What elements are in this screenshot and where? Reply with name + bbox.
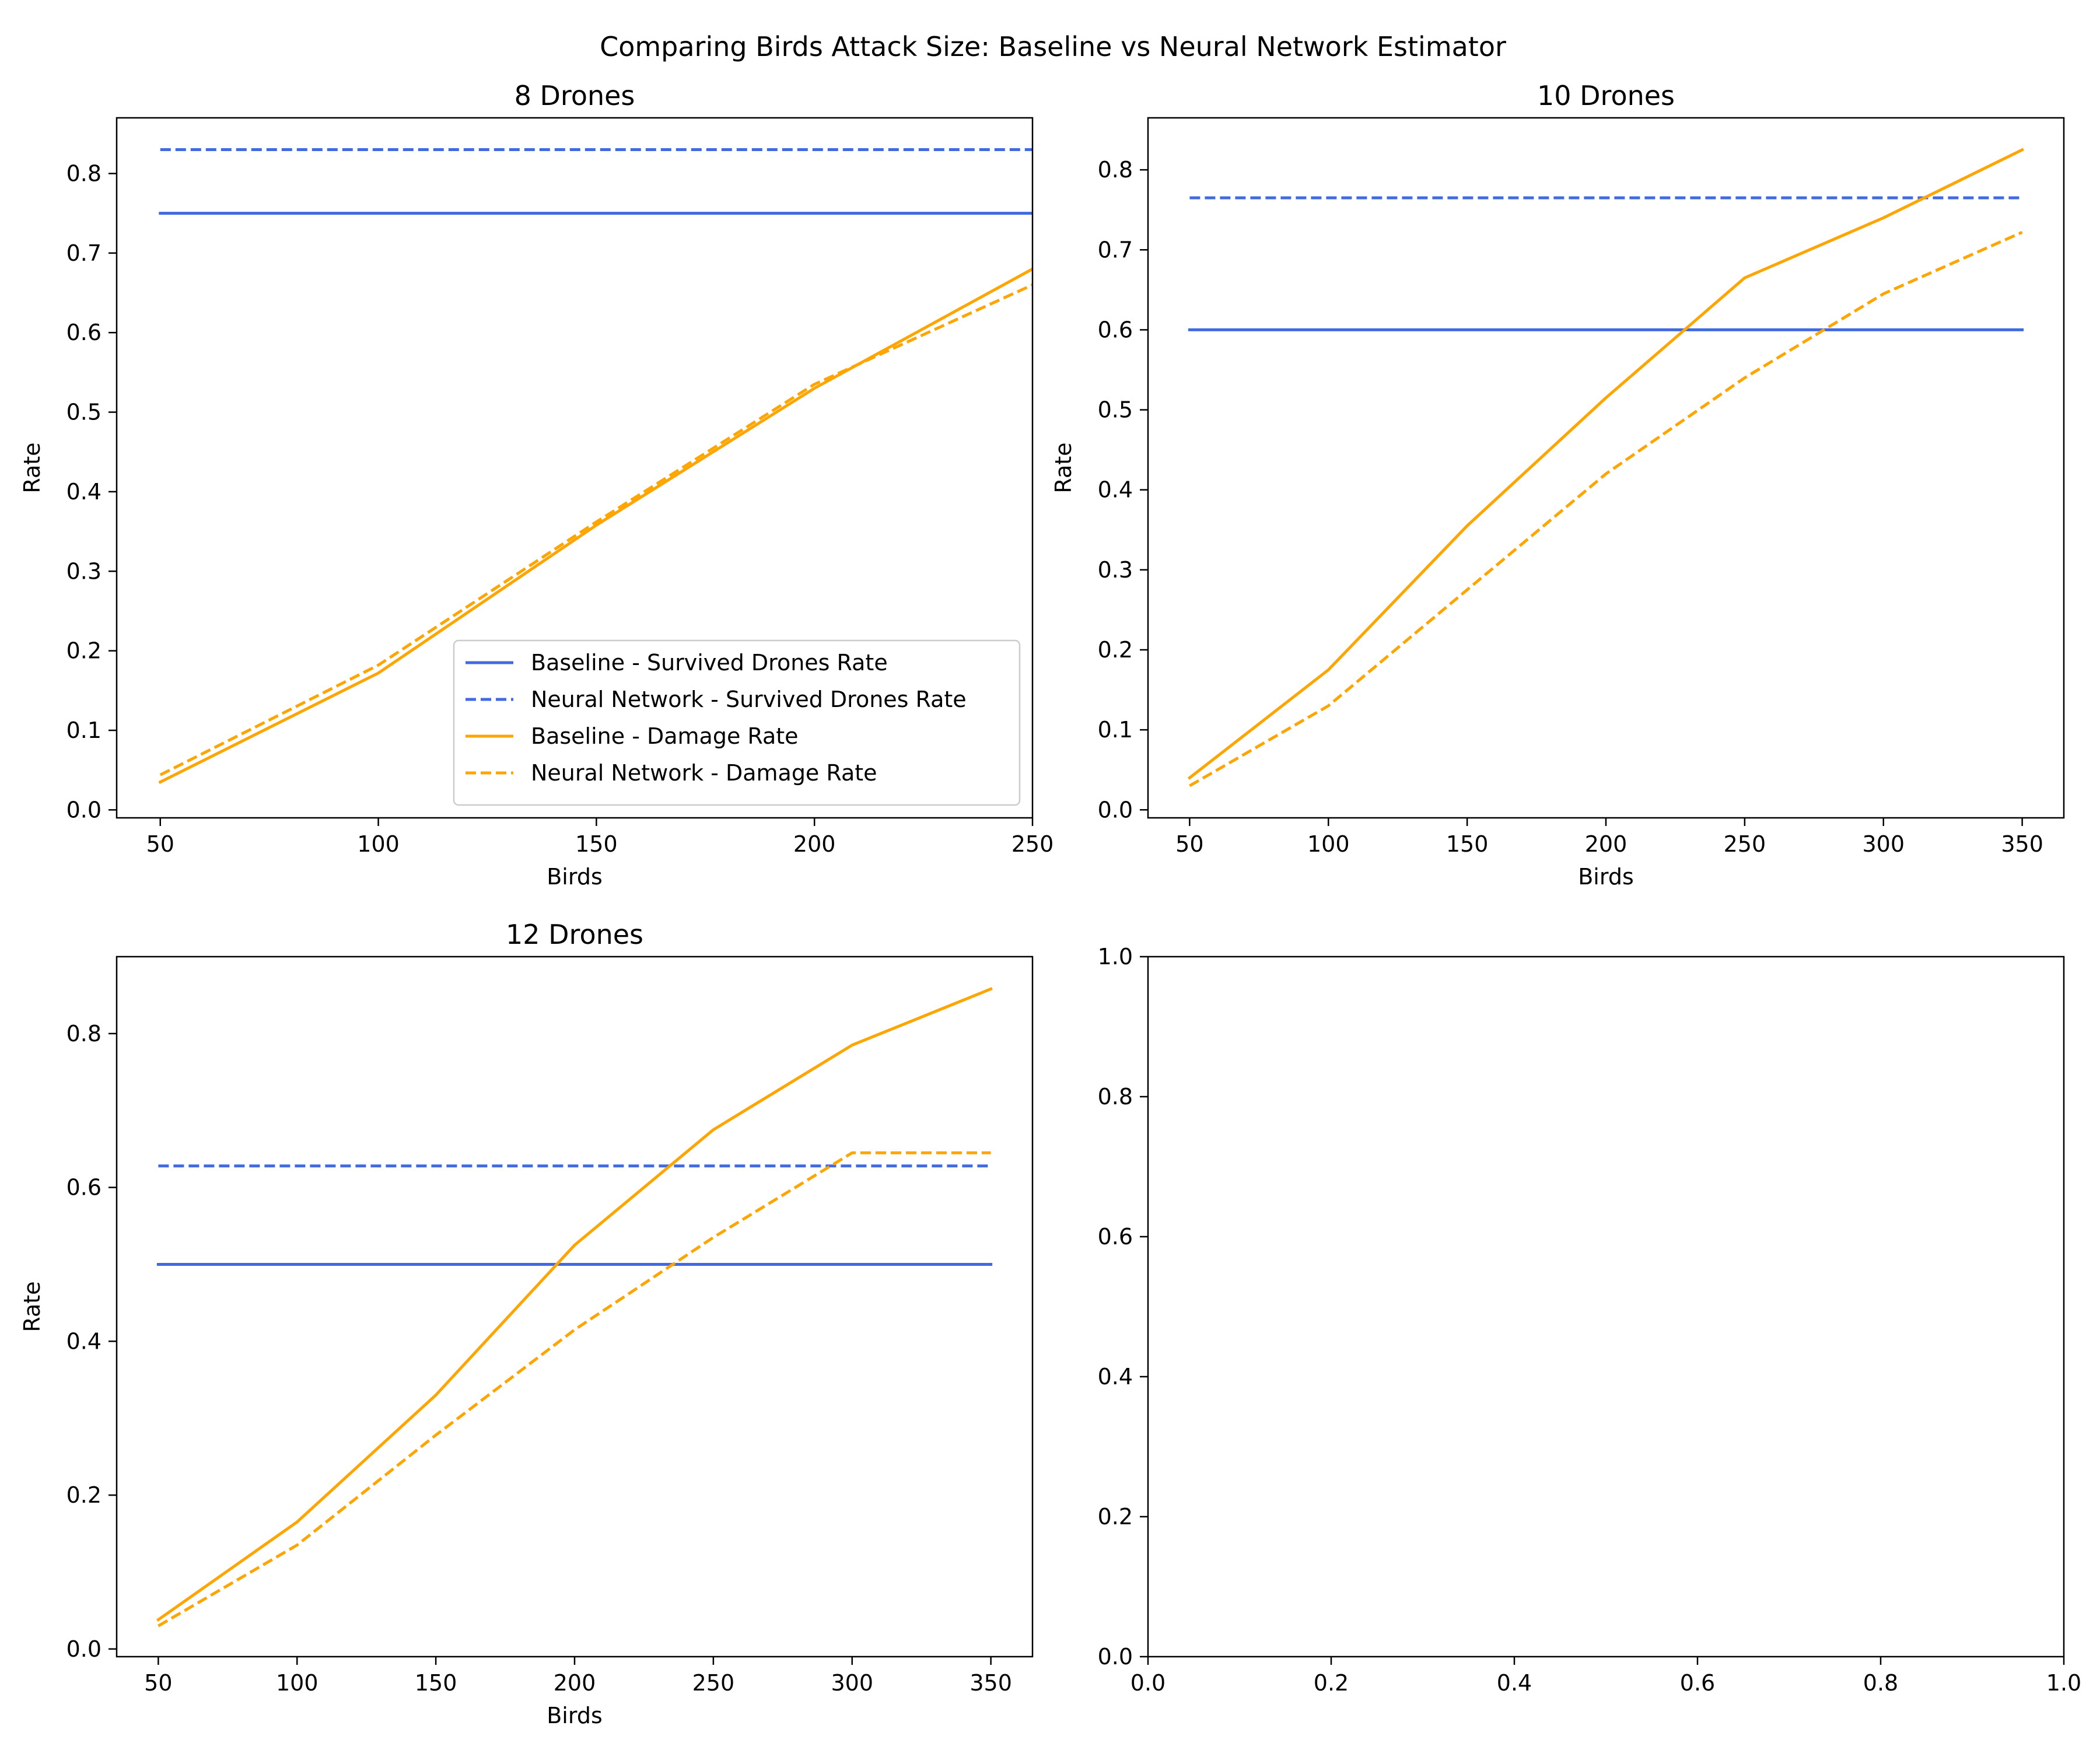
x-axis-ticks: 50 100 150 200 250 <box>146 818 1054 857</box>
y-tick-label: 0.8 <box>1098 157 1133 183</box>
y-tick-label: 0.8 <box>66 1021 102 1046</box>
x-tick-label: 200 <box>554 1670 596 1696</box>
series-line-neural-network-damage-rate <box>158 1151 991 1628</box>
y-tick-label: 0.3 <box>1098 557 1133 583</box>
subplot-1: 8 Drones 50 100 150 200 250 0.0 0.1 0.2 0.3 0.4 0.5… <box>19 80 1054 890</box>
series-lines <box>158 148 1032 784</box>
y-tick-label: 0.1 <box>1098 717 1133 743</box>
y-tick-label: 0.6 <box>1098 1224 1133 1250</box>
y-axis-label: Rate <box>1051 442 1076 493</box>
x-tick-label: 100 <box>276 1670 318 1696</box>
x-tick-label: 0.6 <box>1680 1670 1715 1696</box>
x-axis-ticks: 50 100 150 200 250 300 350 <box>144 1657 1012 1696</box>
x-tick-label: 350 <box>2001 831 2043 857</box>
x-axis-ticks: 0.0 0.2 0.4 0.6 0.8 1.0 <box>1130 1657 2081 1696</box>
x-tick-label: 0.2 <box>1314 1670 1349 1696</box>
x-tick-label: 50 <box>146 831 174 857</box>
y-tick-label: 0.3 <box>66 558 102 584</box>
x-tick-label: 150 <box>415 1670 457 1696</box>
y-tick-label: 0.0 <box>1098 1644 1133 1670</box>
x-tick-label: 1.0 <box>2046 1670 2081 1696</box>
x-tick-label: 100 <box>1307 831 1350 857</box>
y-tick-label: 0.4 <box>1098 1364 1133 1390</box>
y-tick-label: 0.7 <box>66 240 102 266</box>
subplot-4: 0.0 0.2 0.4 0.6 0.8 1.0 0.0 0.2 0.4 0.6 0.8 1.0 <box>1098 944 2082 1696</box>
y-axis-ticks: 0.0 0.2 0.4 0.6 0.8 1.0 <box>1098 944 1148 1670</box>
x-tick-label: 100 <box>357 831 400 857</box>
x-tick-label: 250 <box>692 1670 735 1696</box>
y-tick-label: 0.4 <box>1098 477 1133 503</box>
subplot-title: 8 Drones <box>514 80 635 111</box>
legend-entry-baseline-damage-rate: Baseline - Damage Rate <box>531 723 799 749</box>
series-line-neural-network-damage-rate <box>159 284 1032 776</box>
legend-entry-neural-network-survived-drones-rate: Neural Network - Survived Drones Rate <box>531 687 967 712</box>
y-axis-ticks: 0.0 0.1 0.2 0.3 0.4 0.5 0.6 0.7 0.8 <box>1098 157 1148 822</box>
y-tick-label: 0.5 <box>66 400 102 425</box>
y-tick-label: 0.0 <box>66 1636 102 1662</box>
axes-frame <box>1147 956 2065 1658</box>
y-axis-ticks: 0.0 0.1 0.2 0.3 0.4 0.5 0.6 0.7 0.8 <box>66 160 117 822</box>
axes-frame <box>116 117 1034 819</box>
x-tick-label: 300 <box>831 1670 873 1696</box>
legend: Baseline - Survived Drones Rate Neural Ne… <box>453 639 1021 806</box>
y-axis-label: Rate <box>19 1281 45 1332</box>
y-tick-label: 0.2 <box>1098 637 1133 663</box>
x-tick-label: 50 <box>144 1670 172 1696</box>
x-tick-label: 50 <box>1175 831 1203 857</box>
x-axis-label: Birds <box>1578 864 1634 890</box>
subplot-title: 12 Drones <box>506 919 643 950</box>
y-axis-label: Rate <box>19 442 45 493</box>
y-tick-label: 0.2 <box>1098 1504 1133 1530</box>
x-tick-label: 250 <box>1012 831 1054 857</box>
x-axis-ticks: 50 100 150 200 250 300 350 <box>1175 818 2043 857</box>
x-tick-label: 0.0 <box>1130 1670 1166 1696</box>
x-tick-label: 0.4 <box>1497 1670 1532 1696</box>
x-axis-label: Birds <box>547 864 603 890</box>
y-tick-label: 0.0 <box>66 797 102 822</box>
x-tick-label: 150 <box>575 831 618 857</box>
legend-entry-neural-network-damage-rate: Neural Network - Damage Rate <box>531 760 877 786</box>
series-lines <box>1187 148 2024 788</box>
subplots: 8 Drones 50 100 150 200 250 0.0 0.1 0.2 0.3 0.4 0.5… <box>19 80 2081 1728</box>
y-tick-label: 0.4 <box>66 479 102 505</box>
y-tick-label: 0.2 <box>66 1482 102 1508</box>
y-tick-label: 0.8 <box>66 160 102 186</box>
series-line-baseline-damage-rate <box>1187 148 2024 780</box>
y-tick-label: 0.1 <box>66 718 102 743</box>
y-tick-label: 0.6 <box>66 1175 102 1200</box>
y-tick-label: 0.4 <box>66 1328 102 1354</box>
figure-suptitle: Comparing Birds Attack Size: Baseline vs… <box>600 31 1506 62</box>
series-line-baseline-damage-rate <box>156 987 993 1622</box>
x-tick-label: 150 <box>1446 831 1489 857</box>
y-tick-label: 0.8 <box>1098 1084 1133 1110</box>
x-axis-label: Birds <box>547 1703 603 1728</box>
x-tick-label: 0.8 <box>1863 1670 1898 1696</box>
x-tick-label: 200 <box>1585 831 1628 857</box>
y-tick-label: 1.0 <box>1098 944 1133 970</box>
y-tick-label: 0.5 <box>1098 397 1133 423</box>
y-axis-ticks: 0.0 0.2 0.4 0.6 0.8 <box>66 1021 117 1662</box>
subplot-title: 10 Drones <box>1537 80 1675 111</box>
x-tick-label: 250 <box>1724 831 1766 857</box>
y-tick-label: 0.6 <box>66 320 102 345</box>
x-tick-label: 350 <box>970 1670 1012 1696</box>
y-tick-label: 0.0 <box>1098 797 1133 822</box>
series-line-baseline-damage-rate <box>158 267 1032 784</box>
legend-box <box>453 639 1021 806</box>
legend-entry-baseline-survived-drones-rate: Baseline - Survived Drones Rate <box>531 650 888 676</box>
y-tick-label: 0.2 <box>66 638 102 664</box>
series-lines <box>156 987 993 1628</box>
x-tick-label: 200 <box>793 831 836 857</box>
series-line-neural-network-damage-rate <box>1189 230 2023 788</box>
x-tick-label: 300 <box>1862 831 1905 857</box>
y-tick-label: 0.7 <box>1098 237 1133 262</box>
y-tick-label: 0.6 <box>1098 317 1133 342</box>
